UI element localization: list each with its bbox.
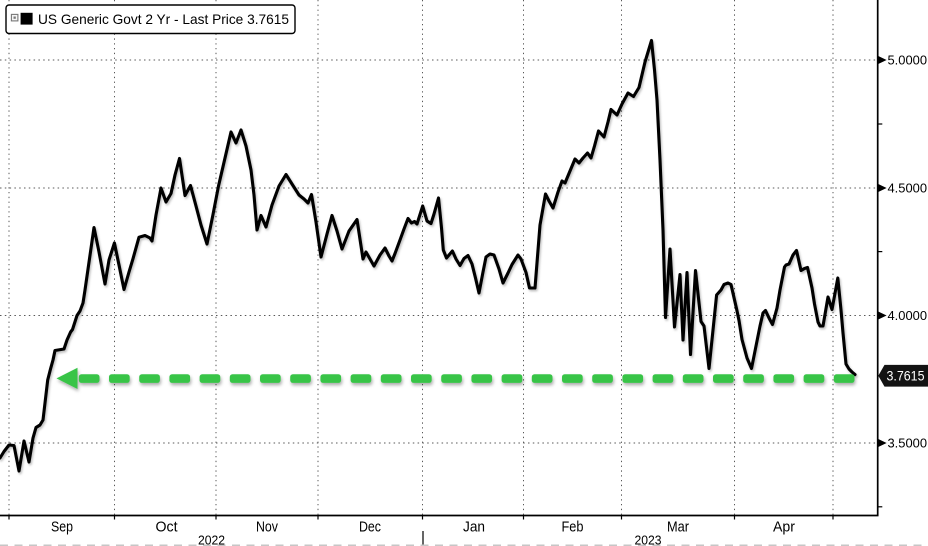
svg-text:US Generic Govt 2 Yr - Last Pr: US Generic Govt 2 Yr - Last Price 3.7615 (38, 11, 289, 27)
svg-text:Jan: Jan (463, 519, 485, 536)
svg-text:Dec: Dec (359, 519, 381, 536)
svg-text:3.5000: 3.5000 (888, 436, 928, 451)
svg-text:Mar: Mar (667, 519, 689, 536)
svg-text:Oct: Oct (156, 519, 179, 536)
svg-text:Apr: Apr (773, 519, 795, 536)
svg-text:Feb: Feb (562, 519, 584, 536)
svg-text:3.7615: 3.7615 (887, 368, 925, 384)
svg-text:Nov: Nov (256, 519, 278, 536)
svg-text:5.0000: 5.0000 (888, 53, 928, 68)
svg-text:Sep: Sep (51, 519, 73, 536)
svg-text:2023: 2023 (635, 533, 662, 546)
svg-text:4.0000: 4.0000 (888, 308, 928, 323)
svg-text:4.5000: 4.5000 (888, 181, 928, 196)
svg-text:2022: 2022 (198, 533, 225, 546)
